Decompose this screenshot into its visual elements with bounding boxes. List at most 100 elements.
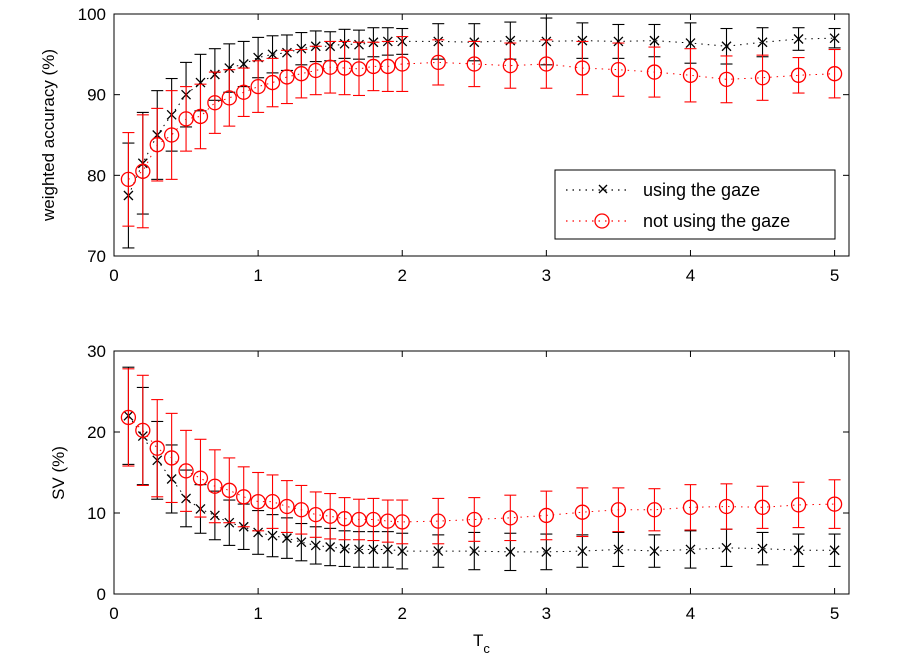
sv-point-nogaze (135, 422, 151, 439)
sv-xtick-label: 4 (686, 604, 695, 623)
sv-xtick-label: 0 (109, 604, 118, 623)
sv-point-nogaze (574, 504, 591, 520)
sv-point-nogaze (149, 440, 165, 456)
sv-point-gaze (757, 543, 768, 554)
sv-point-nogaze (120, 409, 137, 426)
sv-point-gaze (382, 544, 393, 555)
sv-point-nogaze (538, 507, 555, 524)
sv-point-gaze (721, 542, 732, 553)
sv-point-nogaze (610, 502, 627, 518)
accuracy-point-gaze (721, 41, 732, 52)
sv-point-gaze (368, 544, 379, 555)
accuracy-point-nogaze (135, 163, 151, 179)
sv-xtick-label: 3 (542, 604, 551, 623)
accuracy-ytick-label: 100 (78, 5, 106, 24)
sv-point-nogaze (754, 499, 771, 515)
accuracy-point-gaze (505, 35, 516, 46)
sv-point-nogaze (279, 498, 295, 515)
sv-marks (120, 366, 843, 572)
sv-xtick-label: 2 (398, 604, 407, 623)
accuracy-panel: 0 1 2 3 4 5 70 80 90 100 weighted accuracy (%) us… (39, 5, 850, 285)
accuracy-point-nogaze (826, 66, 843, 82)
accuracy-point-nogaze (149, 137, 165, 153)
accuracy-point-nogaze (192, 108, 209, 125)
sv-ytick-label: 30 (87, 342, 106, 361)
sv-point-gaze (253, 527, 264, 538)
accuracy-point-nogaze (351, 61, 367, 77)
sv-point-gaze (541, 546, 552, 557)
accuracy-point-gaze (296, 43, 307, 54)
accuracy-point-gaze (224, 63, 235, 74)
sv-point-gaze (469, 546, 480, 557)
sv-panel: 0 1 2 3 4 5 0 10 20 30 SV (%) Tc (49, 342, 850, 656)
accuracy-series-line-1 (128, 61, 835, 180)
accuracy-point-nogaze (610, 62, 627, 78)
accuracy-point-gaze (577, 35, 588, 46)
accuracy-xtick-label: 4 (686, 266, 695, 285)
accuracy-point-gaze (195, 77, 206, 88)
sv-point-gaze (433, 546, 444, 557)
sv-point-nogaze (192, 470, 209, 486)
sv-xtick-label: 5 (830, 604, 839, 623)
sv-point-nogaze (322, 508, 338, 524)
legend-marker-nogaze (594, 213, 610, 229)
accuracy-xtick-label: 2 (398, 266, 407, 285)
accuracy-point-nogaze (394, 56, 410, 72)
sv-point-nogaze (293, 502, 310, 518)
sv-point-gaze (339, 543, 350, 554)
accuracy-point-nogaze (502, 57, 518, 74)
accuracy-point-nogaze (574, 60, 591, 76)
sv-point-nogaze (264, 494, 281, 510)
accuracy-point-nogaze (380, 58, 396, 75)
sv-point-gaze (793, 545, 804, 556)
legend-label-nogaze: not using the gaze (643, 211, 790, 231)
legend-label-gaze: using the gaze (643, 180, 760, 200)
accuracy-point-nogaze (646, 64, 663, 80)
sv-point-nogaze (236, 489, 252, 505)
accuracy-point-nogaze (790, 67, 807, 83)
accuracy-point-gaze (649, 35, 660, 46)
accuracy-marks (120, 17, 843, 249)
sv-point-gaze (649, 546, 660, 557)
sv-point-nogaze (646, 502, 663, 518)
sv-point-gaze (310, 540, 321, 551)
accuracy-point-nogaze (279, 69, 295, 85)
accuracy-point-nogaze (718, 71, 735, 87)
accuracy-point-nogaze (221, 90, 237, 106)
accuracy-ylabel: weighted accuracy (%) (39, 49, 58, 222)
accuracy-xtick-label: 3 (542, 266, 551, 285)
accuracy-point-nogaze (308, 62, 324, 79)
sv-point-gaze (267, 530, 278, 541)
accuracy-point-nogaze (293, 66, 310, 82)
sv-point-gaze (296, 537, 307, 548)
sv-ytick-label: 0 (97, 585, 106, 604)
sv-xlabel-main: T (473, 631, 483, 650)
sv-point-gaze (577, 546, 588, 557)
sv-point-gaze (397, 546, 408, 557)
accuracy-ytick-label: 90 (87, 86, 106, 105)
accuracy-xtick-label: 0 (109, 266, 118, 285)
accuracy-point-nogaze (538, 56, 555, 72)
sv-point-nogaze (394, 514, 410, 530)
accuracy-series-line-0 (127, 37, 835, 196)
accuracy-point-nogaze (264, 74, 281, 91)
accuracy-point-nogaze (754, 70, 771, 86)
accuracy-point-gaze (238, 59, 249, 69)
accuracy-point-nogaze (682, 67, 699, 83)
sv-point-gaze (613, 544, 624, 555)
sv-plot-frame (113, 350, 850, 595)
accuracy-xtick-label: 5 (830, 266, 839, 285)
accuracy-ytick-label: 70 (87, 247, 106, 266)
sv-point-gaze (325, 542, 336, 552)
sv-ytick-label: 10 (87, 504, 106, 523)
sv-ylabel: SV (%) (49, 446, 68, 500)
legend-marker-gaze (598, 184, 608, 194)
accuracy-ticks: 0 1 2 3 4 5 70 80 90 100 (78, 5, 849, 285)
accuracy-point-gaze (757, 37, 768, 48)
accuracy-point-gaze (829, 33, 840, 44)
sv-point-gaze (505, 546, 516, 557)
accuracy-point-gaze (793, 34, 804, 44)
sv-point-nogaze (207, 478, 223, 494)
sv-point-nogaze (826, 496, 843, 512)
